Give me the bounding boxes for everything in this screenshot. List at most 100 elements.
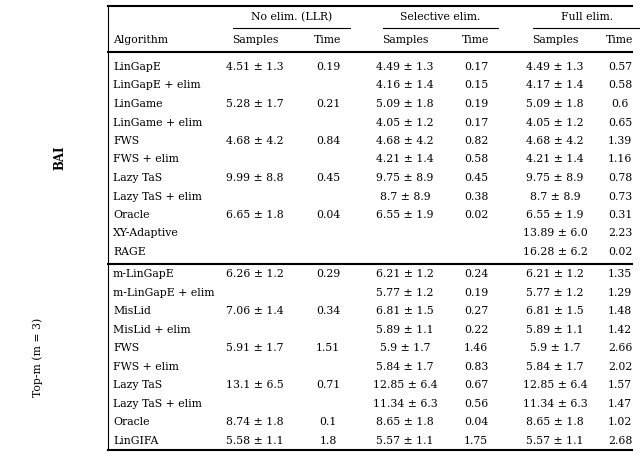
Text: 0.38: 0.38 — [464, 192, 488, 201]
Text: XY-Adaptive: XY-Adaptive — [113, 228, 179, 239]
Text: 1.16: 1.16 — [608, 155, 632, 164]
Text: 16.28 ± 6.2: 16.28 ± 6.2 — [523, 247, 588, 257]
Text: 0.45: 0.45 — [316, 173, 340, 183]
Text: 1.51: 1.51 — [316, 343, 340, 353]
Text: Time: Time — [606, 35, 634, 45]
Text: 0.34: 0.34 — [316, 306, 340, 316]
Text: 2.23: 2.23 — [608, 228, 632, 239]
Text: 4.68 ± 4.2: 4.68 ± 4.2 — [376, 136, 434, 146]
Text: FWS: FWS — [113, 136, 139, 146]
Text: m-LinGapE: m-LinGapE — [113, 269, 175, 279]
Text: 6.21 ± 1.2: 6.21 ± 1.2 — [526, 269, 584, 279]
Text: 0.17: 0.17 — [464, 117, 488, 128]
Text: Samples: Samples — [532, 35, 578, 45]
Text: Algorithm: Algorithm — [113, 35, 168, 45]
Text: RAGE: RAGE — [113, 247, 146, 257]
Text: LinGame + elim: LinGame + elim — [113, 117, 202, 128]
Text: 0.58: 0.58 — [608, 81, 632, 90]
Text: 5.84 ± 1.7: 5.84 ± 1.7 — [376, 362, 434, 372]
Text: 13.1 ± 6.5: 13.1 ± 6.5 — [226, 380, 284, 390]
Text: 2.66: 2.66 — [608, 343, 632, 353]
Text: MisLid: MisLid — [113, 306, 151, 316]
Text: Time: Time — [462, 35, 490, 45]
Text: 8.65 ± 1.8: 8.65 ± 1.8 — [376, 417, 434, 427]
Text: 4.05 ± 1.2: 4.05 ± 1.2 — [376, 117, 434, 128]
Text: 5.9 ± 1.7: 5.9 ± 1.7 — [380, 343, 430, 353]
Text: 5.91 ± 1.7: 5.91 ± 1.7 — [227, 343, 284, 353]
Text: 8.74 ± 1.8: 8.74 ± 1.8 — [226, 417, 284, 427]
Text: 6.81 ± 1.5: 6.81 ± 1.5 — [526, 306, 584, 316]
Text: 0.27: 0.27 — [464, 306, 488, 316]
Text: 5.77 ± 1.2: 5.77 ± 1.2 — [376, 288, 434, 298]
Text: 8.65 ± 1.8: 8.65 ± 1.8 — [526, 417, 584, 427]
Text: Top-m (m = 3): Top-m (m = 3) — [33, 317, 44, 397]
Text: 0.82: 0.82 — [464, 136, 488, 146]
Text: 1.8: 1.8 — [319, 436, 337, 445]
Text: 1.57: 1.57 — [608, 380, 632, 390]
Text: Lazy TaS: Lazy TaS — [113, 380, 162, 390]
Text: 0.56: 0.56 — [464, 399, 488, 409]
Text: 5.57 ± 1.1: 5.57 ± 1.1 — [376, 436, 434, 445]
Text: No elim. (LLR): No elim. (LLR) — [251, 12, 332, 22]
Text: 4.21 ± 1.4: 4.21 ± 1.4 — [376, 155, 434, 164]
Text: 0.84: 0.84 — [316, 136, 340, 146]
Text: 0.78: 0.78 — [608, 173, 632, 183]
Text: 0.57: 0.57 — [608, 62, 632, 72]
Text: Time: Time — [314, 35, 342, 45]
Text: LinGIFA: LinGIFA — [113, 436, 158, 445]
Text: Samples: Samples — [382, 35, 428, 45]
Text: 0.19: 0.19 — [316, 62, 340, 72]
Text: 11.34 ± 6.3: 11.34 ± 6.3 — [372, 399, 437, 409]
Text: 12.85 ± 6.4: 12.85 ± 6.4 — [372, 380, 437, 390]
Text: 5.57 ± 1.1: 5.57 ± 1.1 — [526, 436, 584, 445]
Text: 0.15: 0.15 — [464, 81, 488, 90]
Text: LinGapE + elim: LinGapE + elim — [113, 81, 200, 90]
Text: 1.42: 1.42 — [608, 325, 632, 335]
Text: 5.84 ± 1.7: 5.84 ± 1.7 — [526, 362, 584, 372]
Text: 0.24: 0.24 — [464, 269, 488, 279]
Text: 5.89 ± 1.1: 5.89 ± 1.1 — [526, 325, 584, 335]
Text: 4.49 ± 1.3: 4.49 ± 1.3 — [526, 62, 584, 72]
Text: 0.22: 0.22 — [464, 325, 488, 335]
Text: 5.77 ± 1.2: 5.77 ± 1.2 — [526, 288, 584, 298]
Text: 2.68: 2.68 — [608, 436, 632, 445]
Text: 0.19: 0.19 — [464, 99, 488, 109]
Text: 6.55 ± 1.9: 6.55 ± 1.9 — [376, 210, 434, 220]
Text: 5.28 ± 1.7: 5.28 ± 1.7 — [226, 99, 284, 109]
Text: 0.1: 0.1 — [319, 417, 337, 427]
Text: m-LinGapE + elim: m-LinGapE + elim — [113, 288, 214, 298]
Text: 1.02: 1.02 — [608, 417, 632, 427]
Text: BAI: BAI — [54, 146, 67, 170]
Text: Selective elim.: Selective elim. — [400, 12, 481, 22]
Text: 0.71: 0.71 — [316, 380, 340, 390]
Text: 5.09 ± 1.8: 5.09 ± 1.8 — [526, 99, 584, 109]
Text: MisLid + elim: MisLid + elim — [113, 325, 191, 335]
Text: 0.83: 0.83 — [464, 362, 488, 372]
Text: 1.48: 1.48 — [608, 306, 632, 316]
Text: 0.04: 0.04 — [464, 417, 488, 427]
Text: 9.75 ± 8.9: 9.75 ± 8.9 — [526, 173, 584, 183]
Text: 12.85 ± 6.4: 12.85 ± 6.4 — [523, 380, 588, 390]
Text: FWS + elim: FWS + elim — [113, 155, 179, 164]
Text: 5.09 ± 1.8: 5.09 ± 1.8 — [376, 99, 434, 109]
Text: 0.45: 0.45 — [464, 173, 488, 183]
Text: 5.89 ± 1.1: 5.89 ± 1.1 — [376, 325, 434, 335]
Text: 0.65: 0.65 — [608, 117, 632, 128]
Text: 0.6: 0.6 — [611, 99, 628, 109]
Text: Full elim.: Full elim. — [561, 12, 614, 22]
Text: Oracle: Oracle — [113, 210, 150, 220]
Text: 6.26 ± 1.2: 6.26 ± 1.2 — [226, 269, 284, 279]
Text: 7.06 ± 1.4: 7.06 ± 1.4 — [226, 306, 284, 316]
Text: 4.16 ± 1.4: 4.16 ± 1.4 — [376, 81, 434, 90]
Text: 2.02: 2.02 — [608, 362, 632, 372]
Text: 4.21 ± 1.4: 4.21 ± 1.4 — [526, 155, 584, 164]
Text: 6.55 ± 1.9: 6.55 ± 1.9 — [526, 210, 584, 220]
Text: 9.99 ± 8.8: 9.99 ± 8.8 — [227, 173, 284, 183]
Text: 1.75: 1.75 — [464, 436, 488, 445]
Text: 8.7 ± 8.9: 8.7 ± 8.9 — [530, 192, 580, 201]
Text: 0.19: 0.19 — [464, 288, 488, 298]
Text: 1.35: 1.35 — [608, 269, 632, 279]
Text: 4.17 ± 1.4: 4.17 ± 1.4 — [526, 81, 584, 90]
Text: LinGame: LinGame — [113, 99, 163, 109]
Text: 4.68 ± 4.2: 4.68 ± 4.2 — [226, 136, 284, 146]
